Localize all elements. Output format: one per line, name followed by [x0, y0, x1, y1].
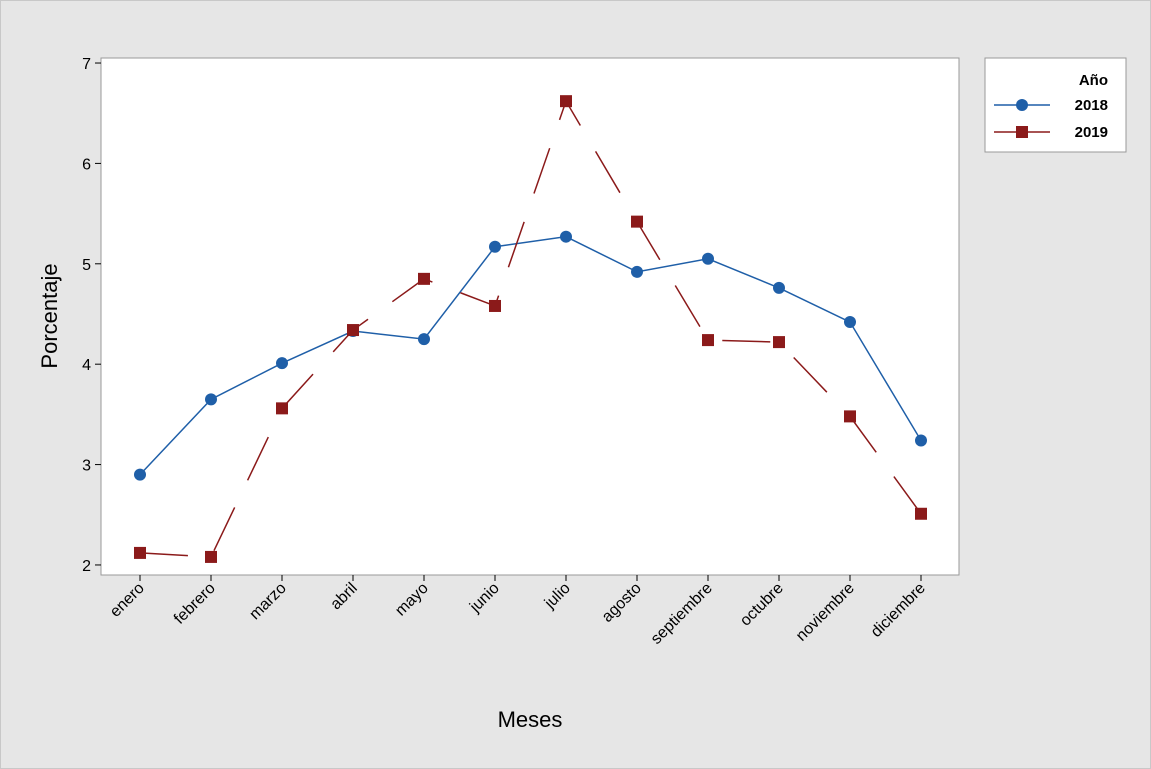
legend-label: 2018	[1075, 97, 1108, 114]
data-point	[205, 550, 217, 563]
data-point	[773, 281, 785, 294]
data-point	[347, 324, 359, 337]
legend-title: Año	[1079, 72, 1108, 89]
legend-item-2018: 2018	[994, 97, 1108, 114]
x-tick-label: diciembre	[868, 580, 929, 641]
series-layer	[134, 95, 927, 563]
series-line-2018	[139, 235, 922, 476]
y-tick-label: 3	[82, 458, 91, 475]
x-tick-label: marzo	[246, 580, 290, 624]
legend-marker	[1016, 126, 1028, 138]
x-tick-label: junio	[466, 580, 503, 617]
data-point	[702, 334, 714, 347]
x-tick-label: agosto	[599, 580, 645, 626]
data-point	[560, 230, 572, 243]
y-tick-label: 6	[82, 156, 91, 173]
data-point	[773, 336, 785, 349]
x-tick-label: febrero	[171, 580, 219, 628]
x-axis: enero febrero marzo abril mayo junio julio agos…	[107, 575, 929, 648]
y-axis-title: Porcentaje	[37, 263, 62, 368]
data-point	[134, 468, 146, 481]
x-tick-label: noviembre	[793, 580, 858, 645]
data-point	[418, 333, 430, 346]
legend-marker	[1016, 99, 1028, 111]
x-tick-label: mayo	[392, 580, 432, 620]
data-point	[560, 95, 572, 108]
data-point	[276, 357, 288, 370]
data-point	[489, 240, 501, 253]
data-point	[276, 402, 288, 415]
legend: Año 2018 2019	[984, 57, 1127, 153]
x-tick-label: enero	[107, 580, 148, 621]
data-point	[915, 507, 927, 520]
data-point	[631, 215, 643, 228]
data-point	[489, 299, 501, 312]
x-tick-label: octubre	[737, 580, 787, 630]
y-tick-label: 5	[82, 257, 91, 274]
data-point	[134, 546, 146, 559]
y-tick-label: 7	[82, 56, 91, 73]
data-point	[205, 393, 217, 406]
x-tick-label: septiembre	[648, 580, 716, 648]
x-tick-label: abril	[327, 580, 360, 613]
y-axis: 2 3 4 5 6 7	[82, 56, 101, 575]
data-point	[418, 272, 430, 285]
data-point	[915, 434, 927, 447]
plot-area	[100, 57, 960, 576]
series-2019	[134, 95, 927, 563]
data-point	[702, 252, 714, 265]
data-point	[631, 265, 643, 278]
x-axis-title: Meses	[498, 707, 563, 732]
legend-item-2019: 2019	[994, 124, 1108, 141]
data-point	[844, 316, 856, 329]
x-tick-label: julio	[541, 580, 574, 613]
data-point	[844, 410, 856, 423]
y-tick-label: 4	[82, 357, 91, 374]
y-tick-label: 2	[82, 558, 91, 575]
legend-label: 2019	[1075, 124, 1108, 141]
